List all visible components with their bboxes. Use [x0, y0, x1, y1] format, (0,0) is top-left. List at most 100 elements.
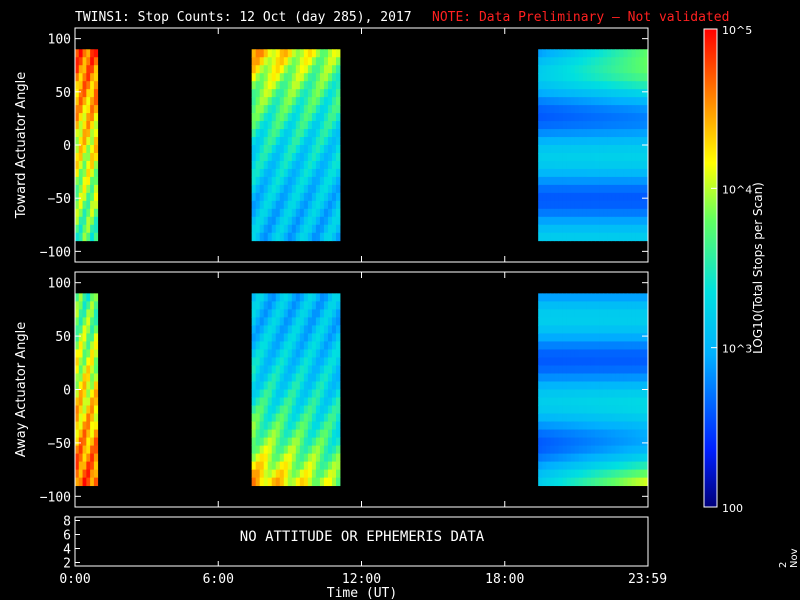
heatmap-cell — [251, 341, 257, 350]
heatmap-cell — [319, 469, 325, 479]
heatmap-cell — [287, 397, 293, 406]
heatmap-cell — [275, 373, 281, 382]
heatmap-cell — [336, 224, 341, 234]
heatmap-cell — [599, 145, 604, 154]
heatmap-cell — [611, 168, 616, 178]
heatmap-cell — [546, 405, 551, 414]
heatmap-cell — [554, 81, 559, 90]
heatmap-cell — [271, 309, 277, 318]
heatmap-cell — [623, 208, 628, 218]
heatmap-cell — [303, 389, 309, 398]
heatmap-cell — [82, 152, 87, 162]
heatmap-cell — [90, 333, 95, 342]
time-tick-label: 23:59 — [628, 572, 667, 587]
heatmap-cell — [566, 168, 572, 178]
heatmap-cell — [643, 113, 649, 122]
heatmap-cell — [603, 129, 608, 138]
heatmap-cell — [582, 200, 588, 210]
heatmap-cell — [299, 121, 305, 130]
heatmap-cell — [327, 176, 333, 186]
heatmap-cell — [311, 145, 317, 154]
heatmap-cell — [603, 397, 608, 406]
heatmap-cell — [603, 453, 608, 462]
heatmap-cell — [615, 365, 620, 374]
heatmap-cell — [607, 192, 612, 202]
heatmap-cell — [631, 341, 636, 350]
heatmap-cell — [590, 421, 596, 430]
heatmap-cell — [331, 97, 337, 106]
heatmap-cell — [82, 397, 87, 406]
heatmap-cell — [287, 113, 293, 122]
heatmap-cell — [315, 413, 321, 422]
heatmap-cell — [78, 437, 83, 446]
heatmap-cell — [623, 176, 628, 186]
heatmap-cell — [263, 152, 269, 162]
heatmap-cell — [607, 129, 612, 138]
heatmap-cell — [271, 477, 277, 487]
heatmap-cell — [78, 224, 83, 234]
heatmap-cell — [574, 200, 580, 210]
heatmap-cell — [582, 477, 588, 487]
heatmap-cell — [554, 477, 559, 487]
heatmap-cell — [267, 105, 273, 114]
heatmap-cell — [627, 113, 632, 122]
heatmap-cell — [323, 325, 329, 334]
heatmap-cell — [267, 113, 273, 122]
no-data-message: NO ATTITUDE OR EPHEMERIS DATA — [240, 529, 485, 545]
heatmap-cell — [251, 121, 257, 130]
heatmap-cell — [82, 97, 87, 106]
heatmap-cell — [267, 445, 273, 454]
y-tick-label: −100 — [40, 490, 71, 505]
heatmap-cell — [546, 105, 551, 114]
heatmap-cell — [75, 168, 80, 178]
heatmap-cell — [336, 421, 341, 430]
heatmap-cell — [78, 429, 83, 438]
heatmap-cell — [627, 129, 632, 138]
heatmap-cell — [267, 89, 273, 98]
heatmap-cell — [86, 333, 91, 342]
heatmap-cell — [546, 145, 551, 154]
heatmap-cell — [582, 208, 588, 218]
date-stamp: 2 Nov 17 — [778, 548, 800, 568]
heatmap-cell — [259, 437, 265, 446]
heatmap-cell — [558, 121, 563, 130]
heatmap-cell — [315, 293, 321, 302]
heatmap-cell — [295, 333, 301, 342]
heatmap-cell — [315, 113, 321, 122]
heatmap-cell — [619, 389, 624, 398]
heatmap-cell — [255, 381, 261, 390]
heatmap-cell — [615, 129, 620, 138]
heatmap-cell — [538, 184, 543, 194]
heatmap-cell — [90, 325, 95, 334]
heatmap-cell — [275, 413, 281, 422]
heatmap-cell — [595, 129, 600, 138]
heatmap-cell — [603, 168, 608, 178]
heatmap-cell — [255, 365, 261, 374]
heatmap-cell — [331, 317, 337, 326]
heatmap-cell — [546, 317, 551, 326]
heatmap-cell — [570, 97, 576, 106]
heatmap-cell — [259, 160, 265, 170]
heatmap-cell — [251, 105, 257, 114]
heatmap-cell — [327, 405, 333, 414]
heatmap-cell — [311, 121, 317, 130]
heatmap-cell — [582, 397, 588, 406]
heatmap-cell — [263, 105, 269, 114]
heatmap-cell — [627, 105, 632, 114]
heatmap-cell — [331, 349, 337, 358]
heatmap-cell — [255, 224, 261, 234]
heatmap-cell — [578, 121, 584, 130]
heatmap-cell — [590, 192, 596, 202]
heatmap-cell — [615, 97, 620, 106]
colorbar-tick-label: 10^5 — [722, 24, 752, 37]
heatmap-cell — [78, 397, 83, 406]
heatmap-cell — [90, 137, 95, 146]
heatmap-cell — [93, 145, 99, 154]
heatmap-cell — [599, 216, 604, 226]
heatmap-cell — [291, 445, 297, 454]
heatmap-cell — [303, 105, 309, 114]
heatmap-cell — [291, 113, 297, 122]
heatmap-cell — [623, 65, 628, 74]
heatmap-cell — [558, 381, 563, 390]
heatmap-cell — [295, 160, 301, 170]
